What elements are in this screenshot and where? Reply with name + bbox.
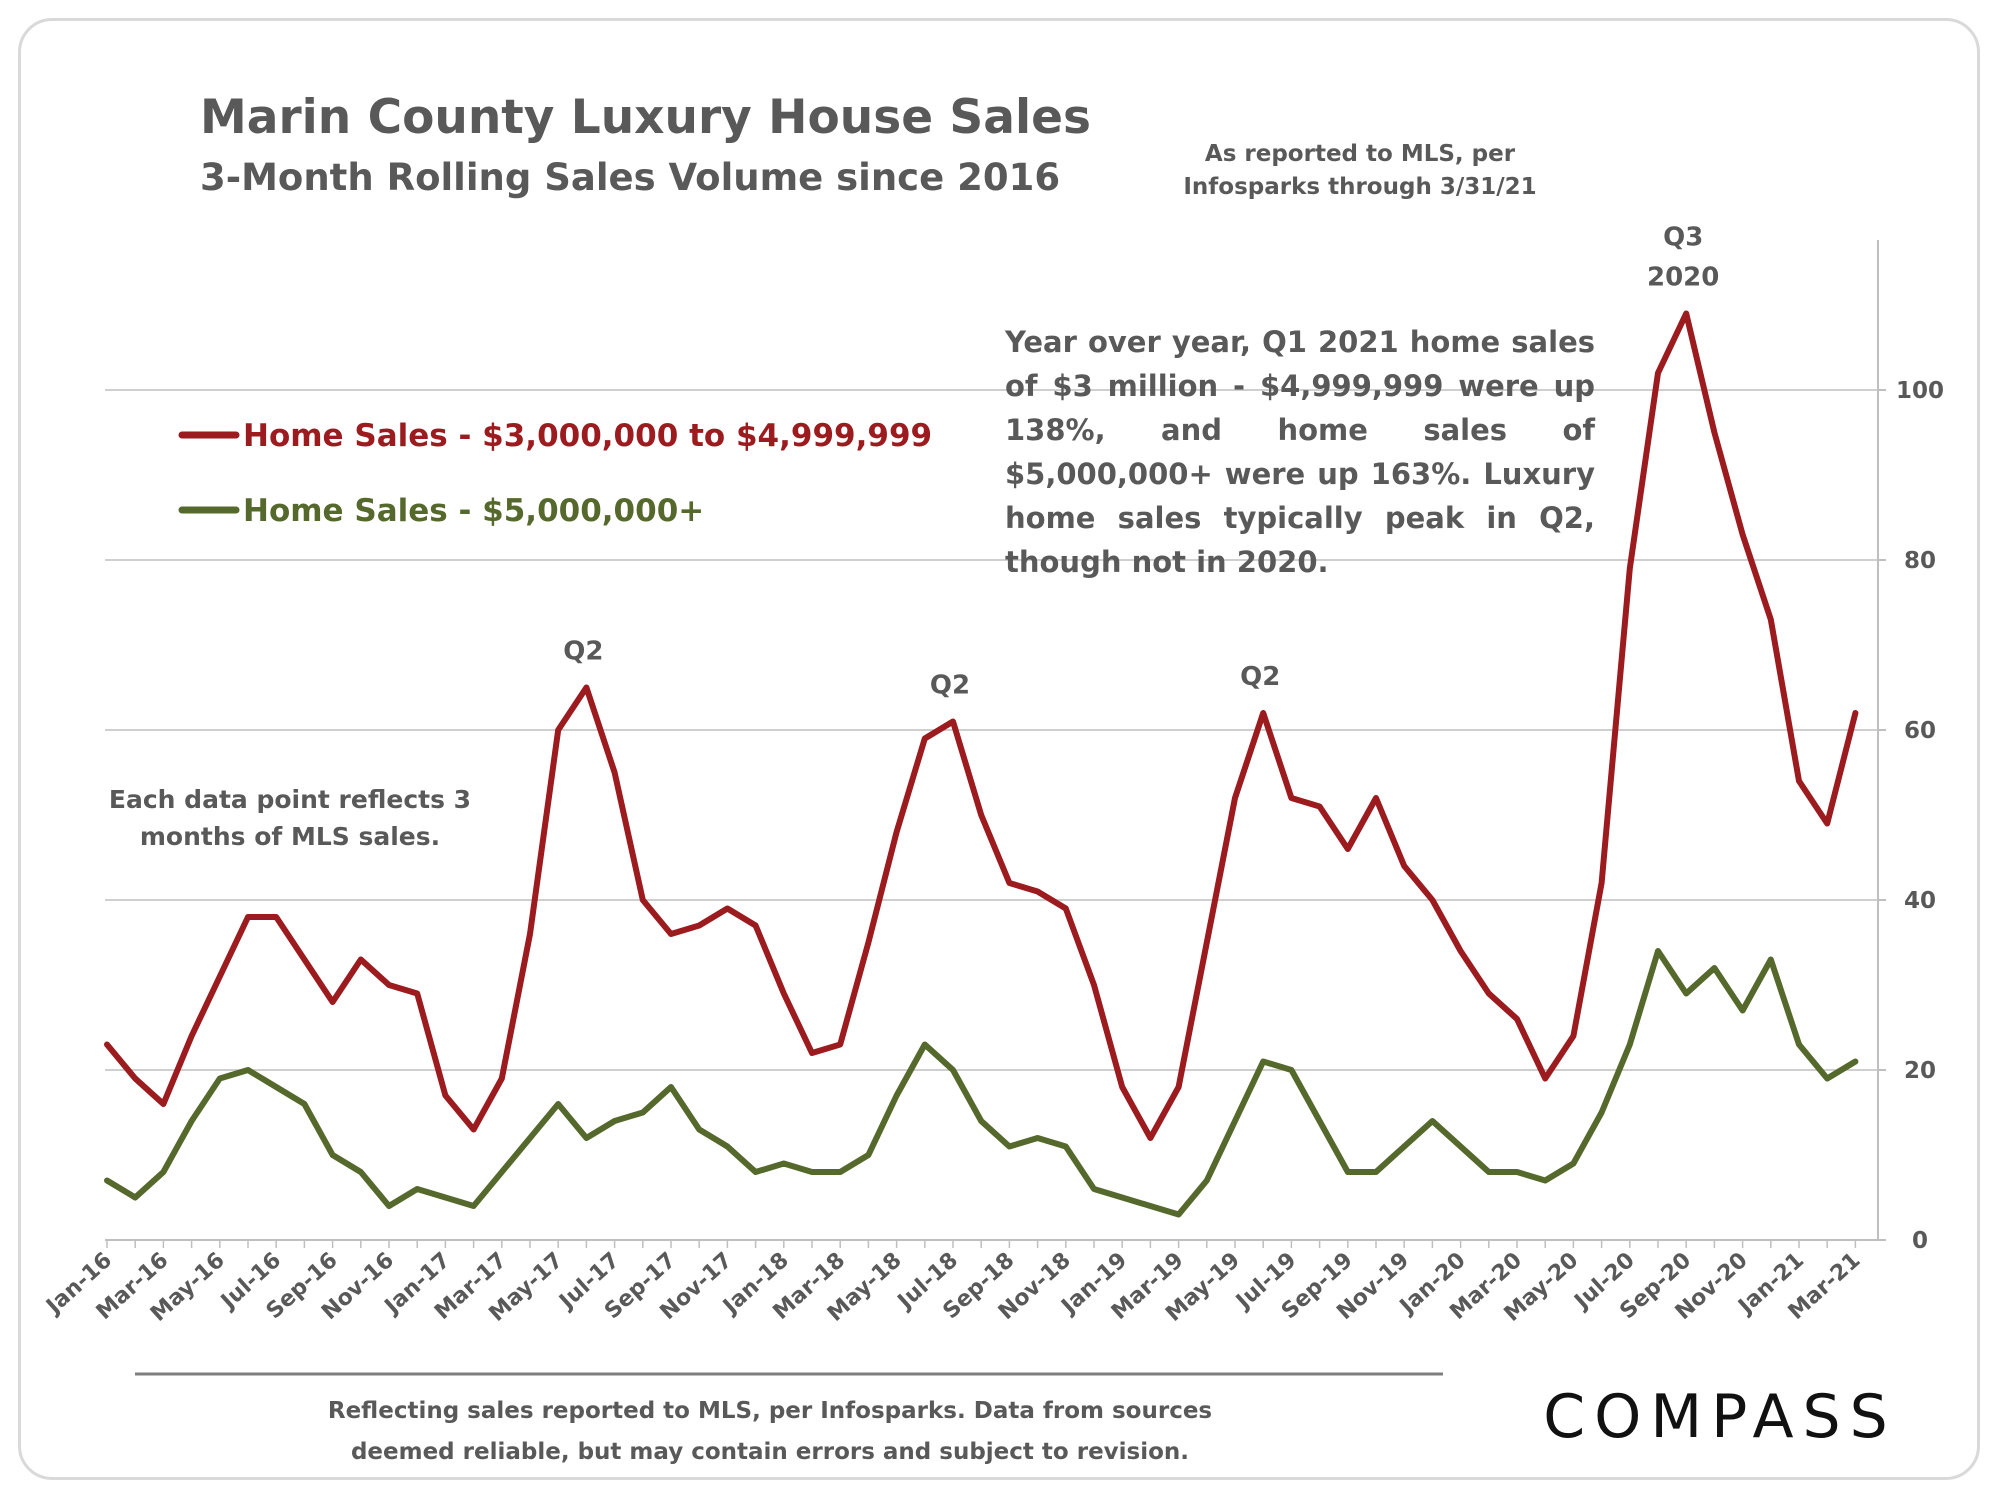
compass-logo: COMPASS (1543, 1382, 1896, 1452)
series-lines (104, 310, 1859, 1218)
peak-label: Q2 (1240, 662, 1280, 692)
peak-label: Q2 (930, 671, 970, 701)
series-line-green (104, 948, 1859, 1218)
source-note-line-2: Infosparks through 3/31/21 (1183, 174, 1536, 200)
footer-line-1: Reflecting sales reported to MLS, per In… (328, 1398, 1212, 1424)
y-tick-label: 100 (1896, 378, 1944, 404)
peak-label: 2020 (1647, 263, 1719, 293)
y-axis-ticks: 0 20 40 60 80 100 (1878, 378, 1944, 1254)
peak-annotations: Q2 Q2 Q2 Q3 2020 (563, 223, 1719, 701)
footer-line-2: deemed reliable, but may contain errors … (351, 1439, 1189, 1465)
peak-label: Q3 (1663, 223, 1703, 253)
source-note-line-1: As reported to MLS, per (1205, 141, 1516, 167)
gridlines (105, 389, 1878, 1071)
peak-label: Q2 (563, 637, 603, 667)
y-tick-label: 40 (1904, 888, 1936, 914)
y-tick-label: 20 (1904, 1058, 1936, 1084)
chart-card (18, 18, 1980, 1480)
data-point-note-line-2: months of MLS sales. (140, 822, 440, 851)
y-tick-label: 0 (1912, 1228, 1928, 1254)
legend: Home Sales - $3,000,000 to $4,999,999 Ho… (178, 418, 932, 529)
chart-title: Marin County Luxury House Sales (200, 90, 1091, 145)
y-tick-label: 60 (1904, 718, 1936, 744)
legend-label-green: Home Sales - $5,000,000+ (243, 493, 704, 529)
data-point-note-line-1: Each data point reflects 3 (109, 785, 471, 814)
chart-subtitle: 3-Month Rolling Sales Volume since 2016 (200, 156, 1060, 199)
year-over-year-note: Year over year, Q1 2021 home sales of $3… (1005, 325, 1595, 579)
axes (105, 240, 1879, 1241)
series-line-red (104, 310, 1859, 1141)
y-tick-label: 80 (1904, 548, 1936, 574)
legend-label-red: Home Sales - $3,000,000 to $4,999,999 (243, 418, 932, 454)
x-axis-ticks: Jan-16Mar-16May-16Jul-16Sep-16Nov-16Jan-… (40, 1240, 1865, 1327)
